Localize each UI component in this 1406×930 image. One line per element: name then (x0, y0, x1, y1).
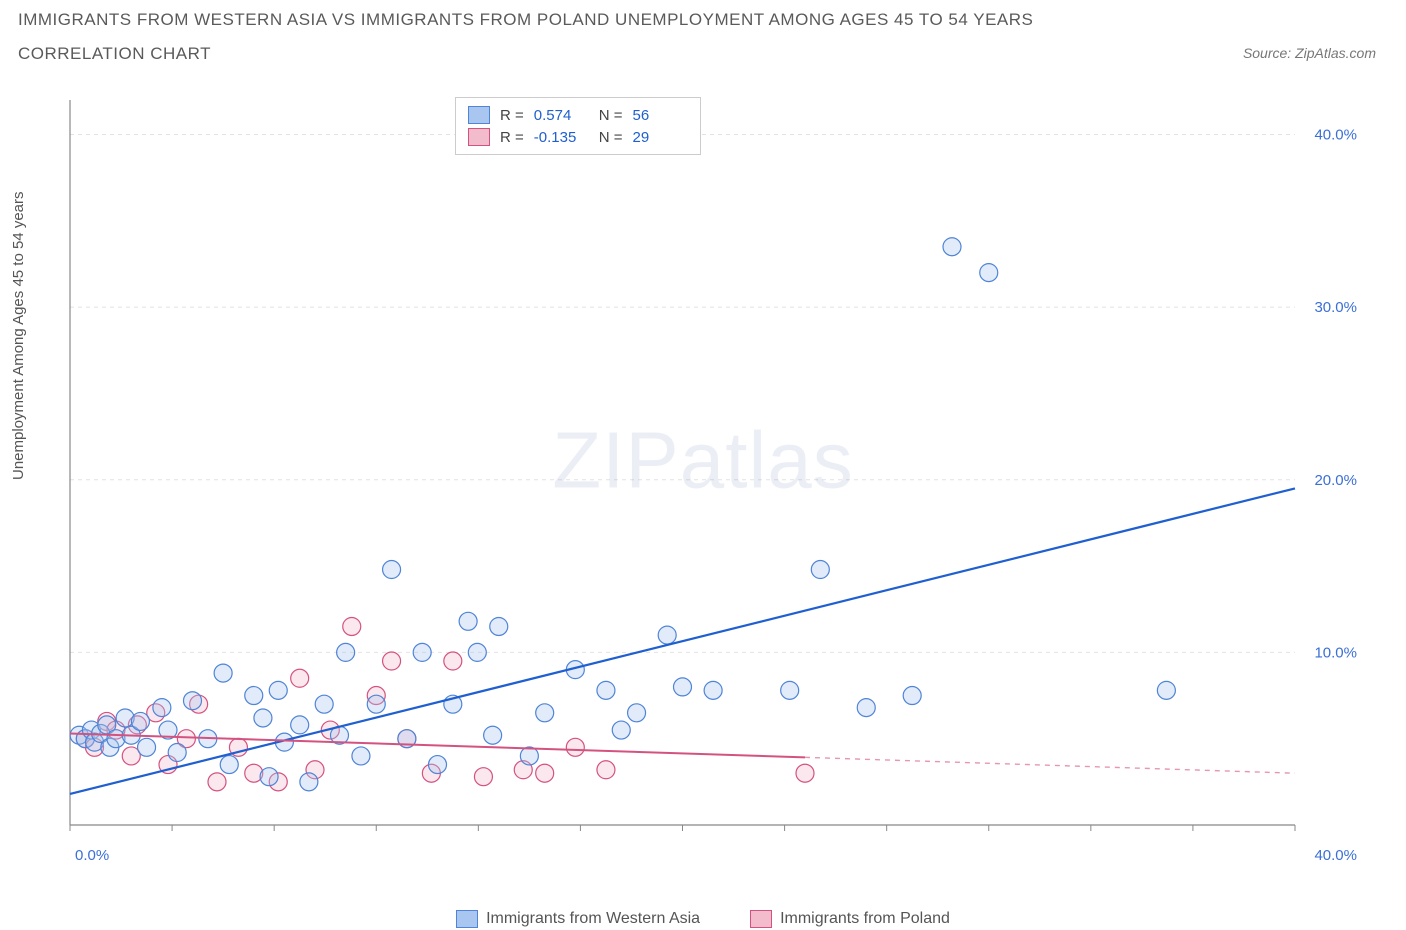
r-value-1: -0.135 (534, 129, 589, 146)
r-value-0: 0.574 (534, 107, 589, 124)
r-label-0: R = (500, 107, 524, 124)
n-value-1: 29 (633, 129, 688, 146)
scatter-plot-svg: 10.0% 20.0% 30.0% 40.0% 0.0% 40.0% (65, 95, 1365, 870)
legend-row-western-asia: R = 0.574 N = 56 (468, 104, 688, 126)
title-line-1: Immigrants from Western Asia vs Immigran… (18, 10, 1033, 30)
legend-item-western-asia: Immigrants from Western Asia (456, 910, 700, 928)
legend-swatch-western-asia (456, 910, 478, 928)
swatch-western-asia (468, 106, 490, 124)
source-prefix: Source: (1243, 45, 1295, 61)
legend-label-western-asia: Immigrants from Western Asia (486, 910, 700, 928)
svg-text:30.0%: 30.0% (1314, 299, 1357, 316)
n-label-1: N = (599, 129, 623, 146)
chart-area: 10.0% 20.0% 30.0% 40.0% 0.0% 40.0% (65, 95, 1365, 870)
series-legend: Immigrants from Western Asia Immigrants … (0, 910, 1406, 928)
svg-text:20.0%: 20.0% (1314, 472, 1357, 489)
source-name: ZipAtlas.com (1295, 45, 1376, 61)
legend-label-poland: Immigrants from Poland (780, 910, 950, 928)
source-attribution: Source: ZipAtlas.com (1243, 45, 1376, 61)
r-label-1: R = (500, 129, 524, 146)
title-block: Immigrants from Western Asia vs Immigran… (18, 10, 1033, 78)
svg-text:40.0%: 40.0% (1314, 847, 1357, 864)
legend-swatch-poland (750, 910, 772, 928)
swatch-poland (468, 128, 490, 146)
svg-text:0.0%: 0.0% (75, 847, 109, 864)
title-line-2: Correlation Chart (18, 44, 1033, 64)
svg-text:40.0%: 40.0% (1314, 127, 1357, 144)
legend-row-poland: R = -0.135 N = 29 (468, 126, 688, 148)
y-axis-label: Unemployment Among Ages 45 to 54 years (10, 191, 27, 480)
svg-text:10.0%: 10.0% (1314, 644, 1357, 661)
n-label-0: N = (599, 107, 623, 124)
correlation-legend: R = 0.574 N = 56 R = -0.135 N = 29 (455, 97, 701, 155)
n-value-0: 56 (633, 107, 688, 124)
legend-item-poland: Immigrants from Poland (750, 910, 950, 928)
